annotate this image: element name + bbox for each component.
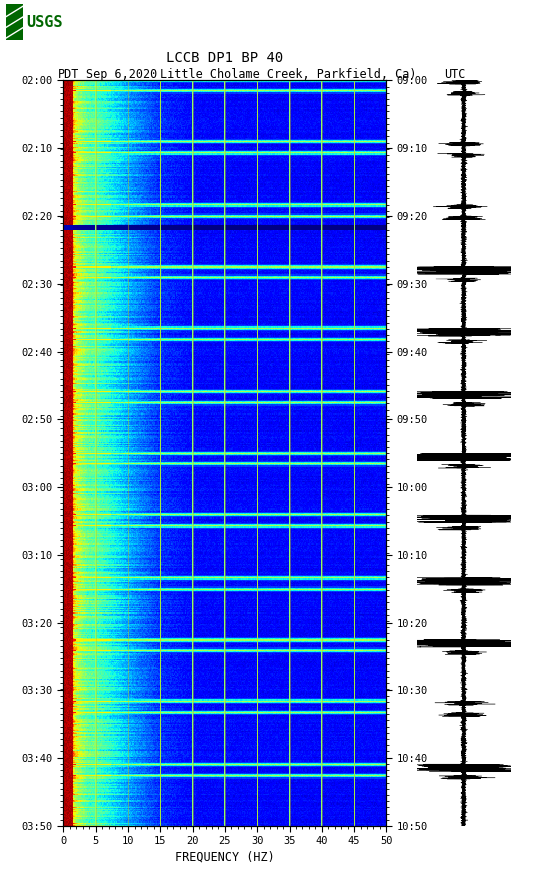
Text: USGS: USGS	[26, 15, 63, 29]
Text: Little Cholame Creek, Parkfield, Ca): Little Cholame Creek, Parkfield, Ca)	[160, 68, 417, 80]
Text: UTC: UTC	[444, 68, 466, 80]
X-axis label: FREQUENCY (HZ): FREQUENCY (HZ)	[175, 851, 275, 864]
FancyBboxPatch shape	[6, 4, 23, 40]
Text: LCCB DP1 BP 40: LCCB DP1 BP 40	[166, 51, 284, 65]
Text: Sep 6,2020: Sep 6,2020	[86, 68, 157, 80]
Text: PDT: PDT	[58, 68, 79, 80]
